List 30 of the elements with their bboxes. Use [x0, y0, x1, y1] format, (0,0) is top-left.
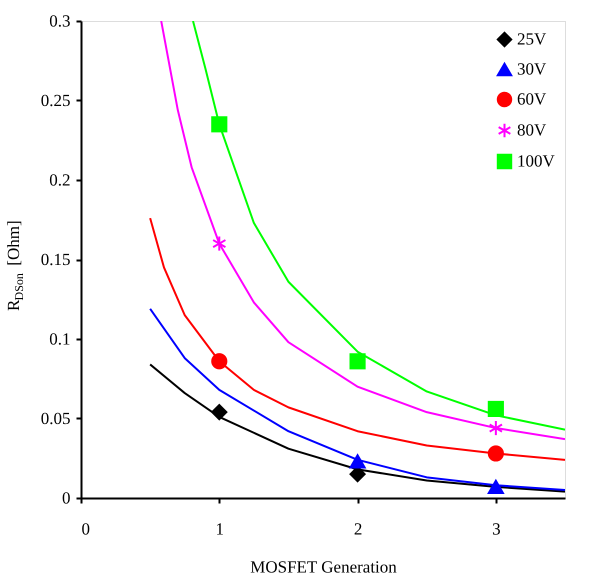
y-tick-label: 0.05 — [40, 409, 70, 428]
legend-label: 80V — [517, 120, 547, 140]
line-series — [149, 217, 565, 461]
x-tick-label: 3 — [492, 520, 501, 538]
point — [488, 420, 504, 436]
x-tick-label: 2 — [354, 520, 362, 538]
point — [488, 480, 504, 494]
x-tick-label: 0 — [82, 520, 90, 538]
line-series — [149, 363, 565, 493]
y-axis-title: RDSon [Ohm] — [4, 220, 26, 311]
point — [350, 353, 366, 370]
y-tick-label: 0.3 — [49, 12, 70, 30]
point — [488, 445, 504, 462]
point — [488, 400, 504, 418]
point — [211, 404, 228, 420]
point — [211, 116, 228, 132]
y-tick-label: 0.15 — [40, 250, 70, 269]
point — [212, 236, 226, 252]
x-tick-label: 1 — [216, 520, 224, 538]
y-tick-label: 0.2 — [49, 170, 70, 190]
x-axis-title: MOSFET Generation — [250, 558, 398, 576]
y-tick-label: 0.1 — [49, 330, 70, 348]
point — [350, 454, 366, 469]
legend-label: 25V — [517, 30, 547, 48]
y-tick-label: 0.25 — [40, 91, 70, 110]
point — [211, 353, 228, 370]
legend-label: 30V — [517, 60, 547, 78]
legend-label: 100V — [517, 152, 556, 170]
legend-label: 60V — [517, 90, 547, 108]
y-tick-label: 0 — [62, 488, 70, 508]
